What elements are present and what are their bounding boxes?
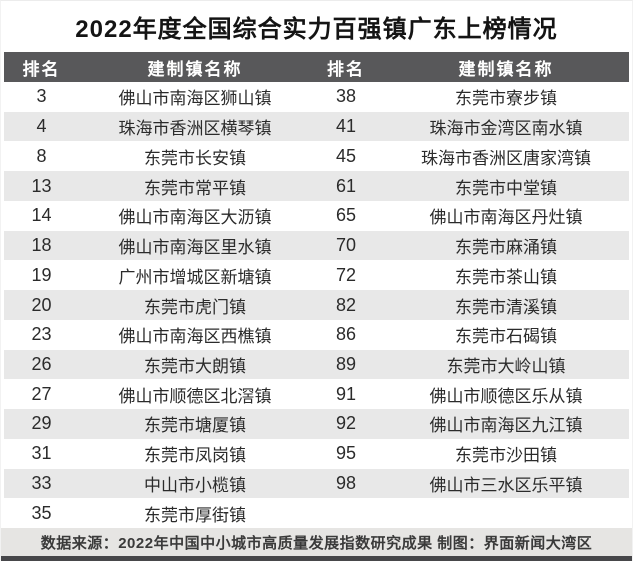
table-row: 18 佛山市南海区里水镇 70 东莞市麻涌镇 <box>4 230 629 261</box>
bottom-edge-bar <box>1 556 632 561</box>
town-cell: 佛山市顺德区乐从镇 <box>429 386 583 406</box>
table-row: 31 东莞市凤岗镇 95 东莞市沙田镇 <box>4 438 629 469</box>
rank-cell: 45 <box>335 145 357 166</box>
data-source-credit: 数据来源：2022年中国中小城市高质量发展指数研究成果 制图：界面新闻大湾区 <box>40 534 593 552</box>
rank-cell: 38 <box>335 86 357 107</box>
town-cell: 东莞市麻涌镇 <box>455 238 557 258</box>
town-cell: 东莞市虎门镇 <box>144 297 246 317</box>
town-cell: 东莞市大岭山镇 <box>446 356 566 376</box>
rank-cell: 72 <box>335 264 357 285</box>
rank-cell: 26 <box>31 353 52 374</box>
title-bar: 2022年度全国综合实力百强镇广东上榜情况 <box>1 1 632 52</box>
town-cell: 珠海市香洲区唐家湾镇 <box>421 148 591 168</box>
rank-cell: 4 <box>36 116 47 137</box>
town-cell: 东莞市石碣镇 <box>455 327 557 347</box>
table-row: 13 东莞市常平镇 61 东莞市中堂镇 <box>4 171 629 201</box>
town-cell: 东莞市寮步镇 <box>455 89 557 109</box>
rank-cell: 65 <box>335 205 357 226</box>
table-row: 14 佛山市南海区大沥镇 65 佛山市南海区丹灶镇 <box>4 200 629 231</box>
table-row: 4 珠海市香洲区横琴镇 41 珠海市金湾区南水镇 <box>4 111 629 142</box>
town-cell: 东莞市沙田镇 <box>455 446 557 466</box>
town-cell: 东莞市中堂镇 <box>455 178 557 198</box>
rank-cell: 19 <box>31 264 52 285</box>
column-header-town-right: 建制镇名称 <box>458 59 554 79</box>
town-cell: 佛山市南海区丹灶镇 <box>429 208 583 228</box>
table-row: 29 东莞市塘厦镇 92 佛山市南海区九江镇 <box>4 409 629 439</box>
rank-cell: 14 <box>31 205 52 226</box>
town-cell: 佛山市三水区乐平镇 <box>429 475 583 495</box>
column-header-town-left: 建制镇名称 <box>147 59 243 79</box>
town-cell: 佛山市南海区大沥镇 <box>118 208 272 228</box>
rank-cell: 23 <box>31 324 52 345</box>
town-cell: 广州市增城区新塘镇 <box>118 267 272 287</box>
table-row: 19 广州市增城区新塘镇 72 东莞市茶山镇 <box>4 260 629 291</box>
rank-cell: 89 <box>335 353 357 374</box>
town-cell <box>381 498 631 528</box>
rank-cell: 13 <box>31 175 52 196</box>
town-cell: 东莞市茶山镇 <box>455 267 557 287</box>
town-cell: 珠海市金湾区南水镇 <box>429 119 583 139</box>
footer-bar: 数据来源：2022年中国中小城市高质量发展指数研究成果 制图：界面新闻大湾区 <box>1 528 632 556</box>
town-cell: 东莞市塘厦镇 <box>144 416 246 436</box>
rank-cell: 61 <box>335 175 357 196</box>
table-row: 3 佛山市南海区狮山镇 38 东莞市寮步镇 <box>4 82 629 112</box>
table-row: 8 东莞市长安镇 45 珠海市香洲区唐家湾镇 <box>4 141 629 172</box>
town-cell: 东莞市厚街镇 <box>144 505 246 525</box>
column-header-rank-left: 排名 <box>22 59 61 79</box>
rank-cell: 20 <box>31 294 52 315</box>
town-cell: 东莞市常平镇 <box>144 178 246 198</box>
town-cell: 佛山市南海区狮山镇 <box>118 89 272 109</box>
rank-cell: 3 <box>36 86 47 107</box>
town-cell: 佛山市南海区西樵镇 <box>118 327 272 347</box>
rank-cell: 33 <box>31 472 52 493</box>
town-cell: 东莞市凤岗镇 <box>144 446 246 466</box>
rank-cell: 8 <box>36 145 47 166</box>
town-cell: 珠海市香洲区横琴镇 <box>118 119 272 139</box>
table-header-row: 排名 建制镇名称 排名 建制镇名称 <box>4 52 629 82</box>
town-cell: 东莞市长安镇 <box>144 148 246 168</box>
page-title: 2022年度全国综合实力百强镇广东上榜情况 <box>75 16 558 43</box>
table-row: 26 东莞市大朗镇 89 东莞市大岭山镇 <box>4 349 629 380</box>
table-row: 20 东莞市虎门镇 82 东莞市清溪镇 <box>4 290 629 320</box>
rank-cell: 70 <box>335 235 357 256</box>
rank-cell: 92 <box>335 413 357 434</box>
rank-cell: 29 <box>31 413 52 434</box>
rank-cell: 41 <box>335 116 357 137</box>
table-row: 27 佛山市顺德区北滘镇 91 佛山市顺德区乐从镇 <box>4 379 629 410</box>
town-cell: 佛山市顺德区北滘镇 <box>118 386 272 406</box>
town-cell: 中山市小榄镇 <box>144 475 246 495</box>
town-cell: 佛山市南海区九江镇 <box>429 416 583 436</box>
table-body: 3 佛山市南海区狮山镇 38 东莞市寮步镇 4 珠海市香洲区横琴镇 41 珠海市金湾区南水镇 8… <box>4 82 631 529</box>
rank-cell: 86 <box>335 324 357 345</box>
table-row: 35 东莞市厚街镇 <box>4 498 631 529</box>
town-cell: 东莞市大朗镇 <box>144 356 246 376</box>
rank-cell: 91 <box>335 383 357 404</box>
rank-cell: 95 <box>335 443 357 464</box>
rank-cell <box>311 498 381 528</box>
column-header-rank-right: 排名 <box>327 59 365 79</box>
town-cell: 佛山市南海区里水镇 <box>118 238 272 258</box>
table-row: 23 佛山市南海区西樵镇 86 东莞市石碣镇 <box>4 319 629 350</box>
table-row: 33 中山市小榄镇 98 佛山市三水区乐平镇 <box>4 468 629 499</box>
rank-cell: 27 <box>31 383 52 404</box>
rank-cell: 31 <box>31 443 52 464</box>
rank-cell: 82 <box>335 294 357 315</box>
rank-cell: 18 <box>31 235 52 256</box>
rank-cell: 98 <box>335 472 357 493</box>
rank-cell: 35 <box>31 502 52 523</box>
town-cell: 东莞市清溪镇 <box>455 297 557 317</box>
